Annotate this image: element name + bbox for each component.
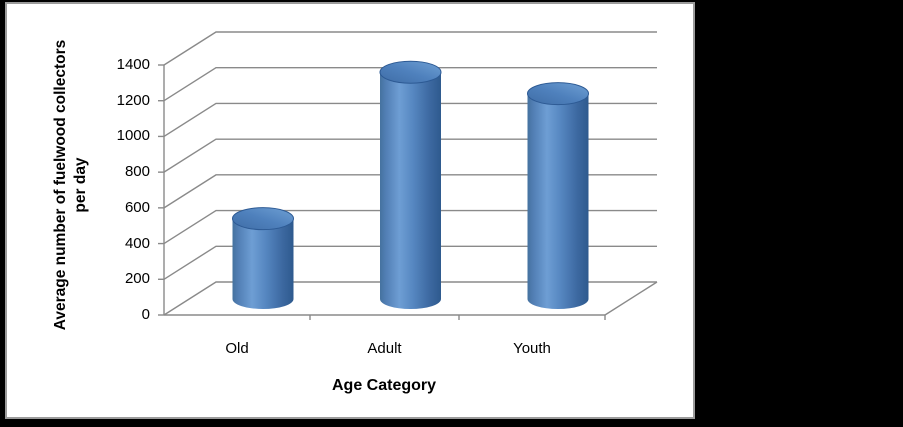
y-tick-label: 800 <box>124 163 150 181</box>
category-label-adult: Adult <box>367 340 402 357</box>
y-axis-title-line-1: Average number of fuelwood collectors <box>52 39 69 331</box>
category-label-youth: Youth <box>513 340 551 357</box>
y-tick-label: 600 <box>124 198 150 216</box>
y-axis-title: Average number of fuelwood collectors pe… <box>51 15 93 355</box>
bar-cylinder-adult <box>380 72 441 309</box>
bar-cylinder-top-adult <box>379 60 442 84</box>
chart-panel: 0 200 400 600 800 1000 1200 1400 Old Adult Youth … <box>5 2 695 419</box>
y-tick-label: 1200 <box>116 91 150 109</box>
y-tick-label: 200 <box>124 270 150 288</box>
x-axis-title: Age Category <box>331 377 437 394</box>
bar-cylinder-top-old <box>232 207 294 231</box>
bar-cylinder-old <box>232 218 294 309</box>
y-tick-label: 1000 <box>116 127 150 145</box>
y-tick-label: 0 <box>141 306 150 323</box>
bar-cylinder-youth <box>527 93 589 310</box>
y-axis-title-line-2: per day <box>72 157 89 213</box>
category-label-old: Old <box>225 340 249 357</box>
cylinder-chart <box>158 31 658 320</box>
bar-cylinder-top-youth <box>527 82 589 106</box>
y-tick-label: 1400 <box>116 56 150 73</box>
y-tick-label: 400 <box>124 234 150 252</box>
